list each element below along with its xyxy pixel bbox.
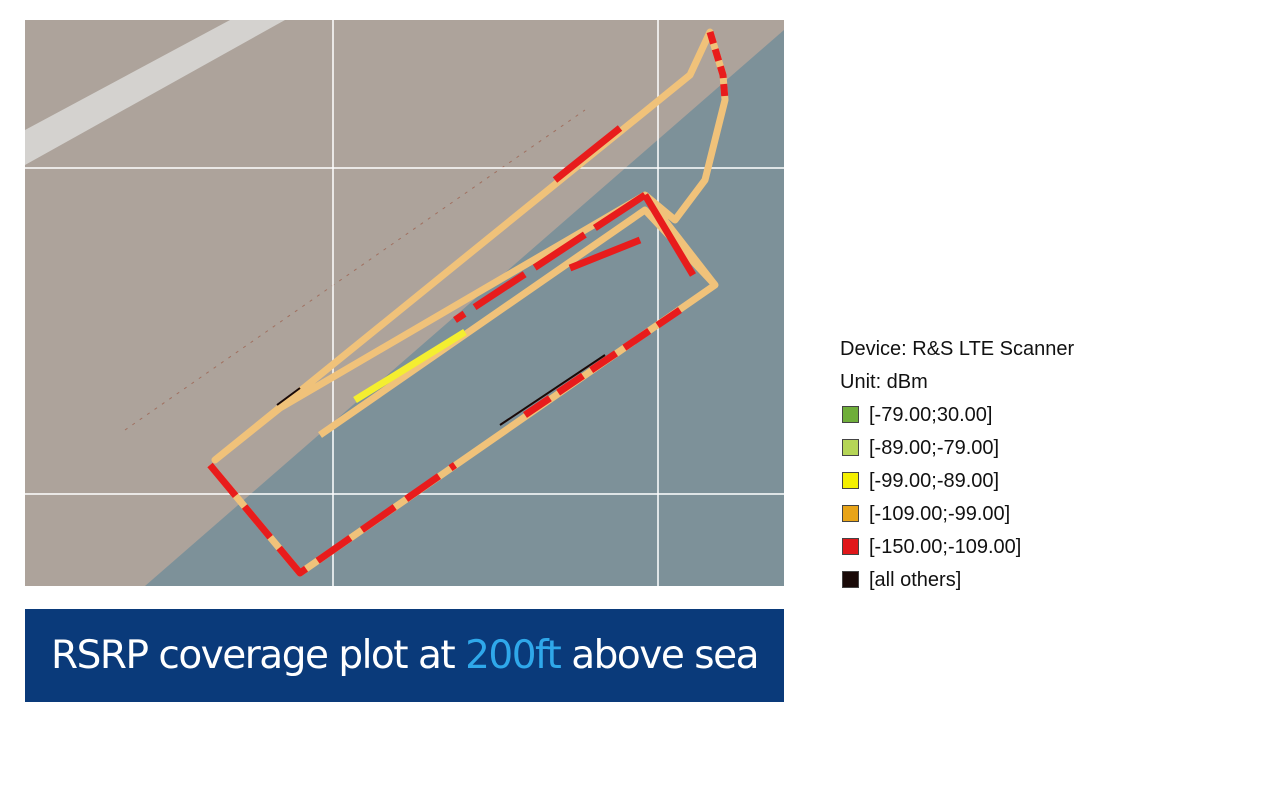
track [207,28,729,577]
legend-swatch [842,505,859,522]
legend-swatch [842,571,859,588]
legend-swatch [842,406,859,423]
legend-swatch [842,439,859,456]
legend-item: [all others] [840,563,1074,596]
legend: Device: R&S LTE Scanner Unit: dBm [-79.0… [840,332,1074,596]
caption-highlight: 200ft [465,633,562,678]
legend-item: [-79.00;30.00] [840,398,1074,431]
caption: RSRP coverage plot at 200ft above sea le… [25,609,784,771]
legend-item: [-150.00;-109.00] [840,530,1074,563]
legend-unit: Unit: dBm [840,370,928,393]
legend-label: [-79.00;30.00] [869,403,993,426]
legend-item: [-109.00;-99.00] [840,497,1074,530]
legend-swatch [842,472,859,489]
water [145,30,784,586]
legend-label: [-99.00;-89.00] [869,469,1000,492]
legend-label: [all others] [869,568,962,591]
legend-label: [-89.00;-79.00] [869,436,1000,459]
legend-device: Device: R&S LTE Scanner [840,337,1075,360]
legend-label: [-109.00;-99.00] [869,502,1011,525]
legend-swatch [842,538,859,555]
page: Device: R&S LTE Scanner Unit: dBm [-79.0… [25,20,1075,771]
legend-item: [-99.00;-89.00] [840,464,1074,497]
caption-text: RSRP coverage plot at [51,633,456,678]
coverage-map [25,20,784,586]
path-line [124,109,586,431]
legend-item: [-89.00;-79.00] [840,431,1074,464]
legend-label: [-150.00;-109.00] [869,535,1022,558]
legend-items: [-79.00;30.00] [-89.00;-79.00] [-99.00;-89… [840,398,1074,596]
road [25,20,285,165]
grid [25,20,784,586]
